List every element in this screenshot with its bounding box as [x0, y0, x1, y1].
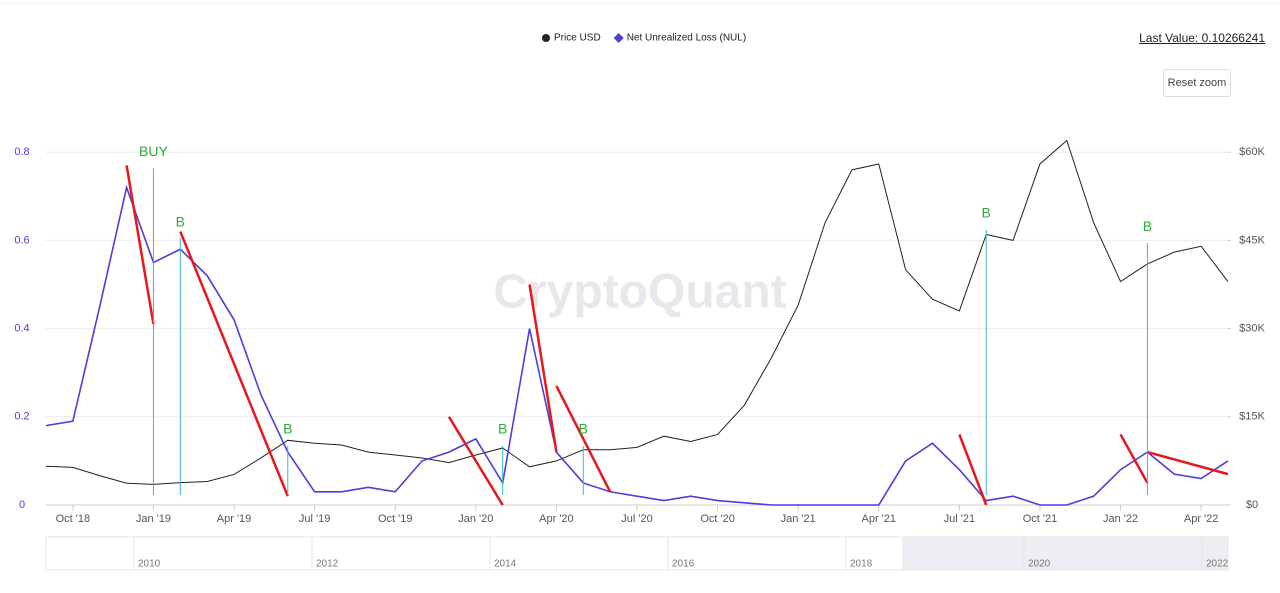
navigator-label: 2014: [494, 559, 517, 570]
y-tick-label: 0: [19, 499, 25, 511]
x-tick-label: Oct '21: [1023, 513, 1058, 525]
navigator-window[interactable]: [902, 537, 1228, 570]
last-value: Last Value: 0.10266241: [1139, 31, 1265, 45]
x-tick-label: Oct '18: [56, 513, 91, 525]
x-tick-label: Apr '19: [217, 513, 252, 525]
x-tick-label: Jul '19: [299, 513, 330, 525]
navigator-label: 2020: [1028, 559, 1051, 570]
signal-label: B: [579, 421, 588, 437]
trend-line: [179, 231, 289, 497]
x-tick-label: Jul '20: [621, 513, 652, 525]
trend-line: [555, 385, 612, 493]
y2-tick-label: $0: [1246, 499, 1258, 511]
trend-line: [1147, 450, 1229, 476]
reset-zoom-button[interactable]: Reset zoom: [1163, 69, 1231, 97]
legend-marker: [613, 33, 624, 43]
x-tick-label: Apr '22: [1184, 513, 1219, 525]
series-line: [45, 139, 1229, 485]
x-tick-label: Jan '21: [781, 513, 816, 525]
y-tick-label: 0.8: [14, 146, 29, 158]
y2-tick-label: $30K: [1239, 323, 1265, 335]
trend-line: [1119, 433, 1149, 484]
signal-label: B: [283, 421, 292, 437]
x-tick-label: Oct '20: [700, 513, 735, 525]
y2-tick-label: $45K: [1239, 234, 1265, 246]
legend-label: Net Unrealized Loss (NUL): [627, 33, 747, 44]
signal-label: B: [982, 205, 991, 221]
x-tick-label: Oct '19: [378, 513, 413, 525]
trend-line: [528, 284, 558, 453]
x-tick-label: Jan '20: [458, 513, 493, 525]
y2-tick-label: $15K: [1239, 411, 1265, 423]
signal-label: B: [176, 213, 185, 229]
navigator-label: 2016: [672, 559, 695, 570]
navigator-label: 2018: [850, 559, 873, 570]
legend-marker: [542, 34, 550, 42]
x-tick-label: Jan '22: [1103, 513, 1138, 525]
legend-label: Price USD: [554, 33, 601, 44]
x-tick-label: Jul '21: [944, 513, 975, 525]
trend-line: [125, 165, 155, 325]
y-tick-label: 0.6: [14, 234, 29, 246]
y2-tick-label: $60K: [1239, 146, 1265, 158]
signal-label: B: [498, 421, 507, 437]
signal-label: BUY: [139, 143, 168, 159]
navigator-label: 2010: [138, 559, 161, 570]
trend-line: [958, 433, 988, 506]
navigator-label: 2012: [316, 559, 339, 570]
series-line: [45, 184, 1229, 506]
x-tick-label: Apr '21: [862, 513, 897, 525]
y-tick-label: 0.4: [14, 323, 29, 335]
navigator-label: 2022: [1206, 559, 1229, 570]
watermark: CryptoQuant: [493, 266, 786, 319]
x-tick-label: Jan '19: [136, 513, 171, 525]
trend-line: [447, 416, 504, 506]
signal-label: B: [1143, 218, 1152, 234]
x-tick-label: Apr '20: [539, 513, 574, 525]
y-tick-label: 0.2: [14, 411, 29, 423]
